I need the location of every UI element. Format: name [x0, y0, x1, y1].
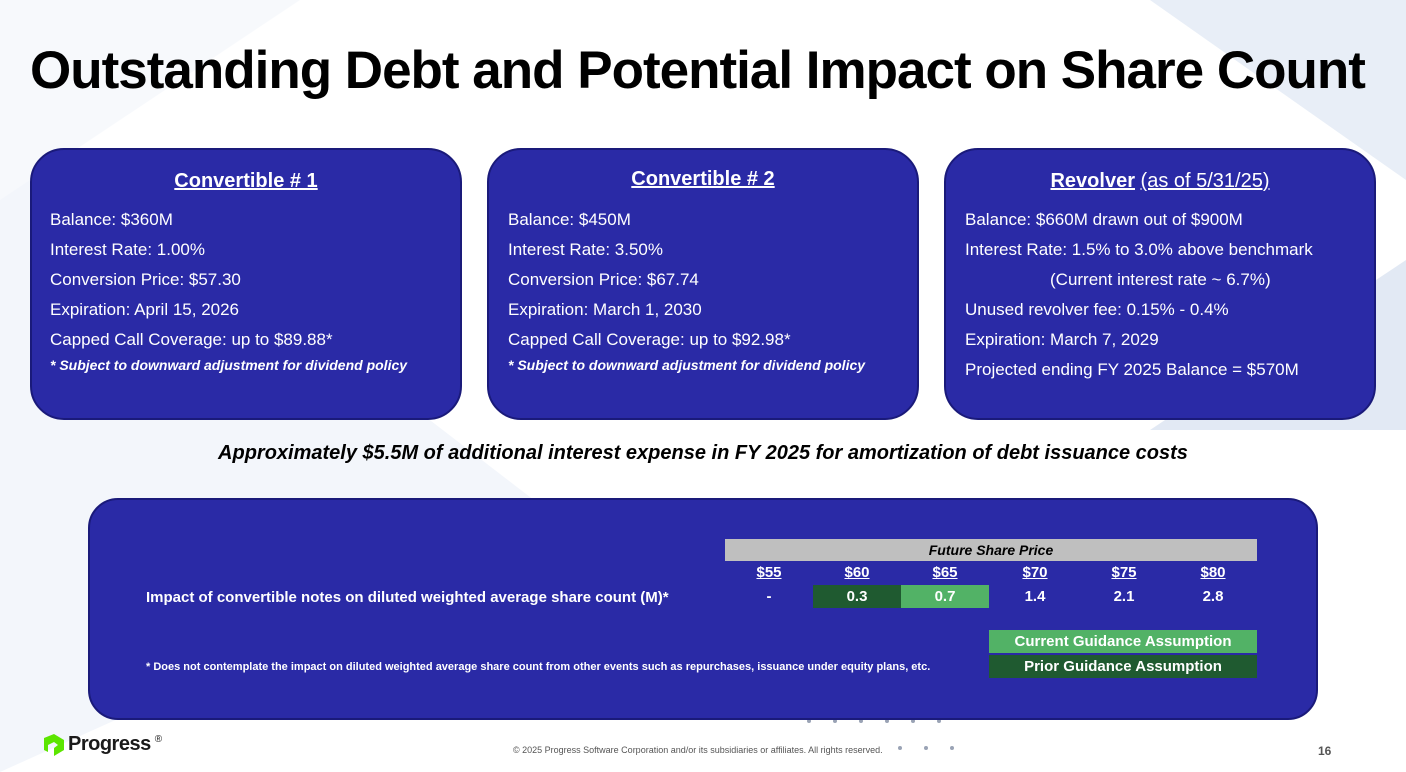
table-footnote: * Does not contemplate the impact on dil…	[146, 661, 931, 673]
current-rate-line: (Current interest rate ~ 6.7%)	[1050, 270, 1271, 289]
impact-value-60: 0.3	[813, 585, 901, 608]
convertible-1-card: Convertible # 1 Balance: $360M Interest …	[30, 148, 462, 420]
conversion-price-line: Conversion Price: $57.30	[50, 270, 241, 289]
impact-value-55: -	[766, 588, 772, 605]
impact-row-label: Impact of convertible notes on diluted w…	[146, 589, 669, 606]
card-note: * Subject to downward adjustment for div…	[508, 357, 866, 373]
unused-fee-line: Unused revolver fee: 0.15% - 0.4%	[965, 300, 1229, 319]
revolver-card: Revolver (as of 5/31/25) Balance: $660M …	[944, 148, 1376, 420]
conversion-price-line: Conversion Price: $67.74	[508, 270, 699, 289]
interest-rate-line: Interest Rate: 3.50%	[508, 240, 663, 259]
impact-value-75: 2.1	[1113, 588, 1135, 605]
price-60: $60	[844, 564, 870, 581]
capped-call-line: Capped Call Coverage: up to $89.88*	[50, 330, 333, 349]
impact-value-70: 1.4	[1024, 588, 1046, 605]
copyright: © 2025 Progress Software Corporation and…	[513, 745, 883, 755]
as-of-date: (as of 5/31/25)	[1140, 170, 1270, 192]
share-impact-panel: Future Share Price $55 $60 $65 $70 $75 $…	[88, 498, 1318, 720]
legend-prior-guidance: Prior Guidance Assumption	[989, 655, 1257, 678]
card-title: Convertible # 2	[631, 168, 775, 190]
price-70: $70	[1022, 564, 1048, 581]
expiration-line: Expiration: March 1, 2030	[508, 300, 702, 319]
balance-line: Balance: $360M	[50, 210, 173, 229]
price-55: $55	[756, 564, 782, 581]
interest-expense-note: Approximately $5.5M of additional intere…	[218, 442, 1188, 464]
impact-value-80: 2.8	[1202, 588, 1224, 605]
card-title: Revolver (as of 5/31/25)	[1050, 170, 1270, 192]
page-title: Outstanding Debt and Potential Impact on…	[30, 41, 1366, 100]
legend-current-guidance: Current Guidance Assumption	[989, 630, 1257, 653]
convertible-2-card: Convertible # 2 Balance: $450M Interest …	[487, 148, 919, 420]
future-share-price-header: Future Share Price	[725, 539, 1257, 561]
capped-call-line: Capped Call Coverage: up to $92.98*	[508, 330, 791, 349]
impact-value-65: 0.7	[901, 585, 989, 608]
page-number: 16	[1318, 744, 1332, 758]
progress-logo-icon	[44, 733, 64, 756]
card-title: Convertible # 1	[174, 170, 318, 192]
price-80: $80	[1200, 564, 1226, 581]
price-65: $65	[932, 564, 958, 581]
interest-rate-line: Interest Rate: 1.5% to 3.0% above benchm…	[965, 240, 1313, 259]
progress-logo: Progress ®	[42, 733, 162, 756]
balance-line: Balance: $660M drawn out of $900M	[965, 210, 1243, 229]
interest-rate-line: Interest Rate: 1.00%	[50, 240, 205, 259]
expiration-line: Expiration: March 7, 2029	[965, 330, 1159, 349]
logo-text: Progress	[68, 733, 151, 755]
decorative-dots	[807, 719, 954, 750]
expiration-line: Expiration: April 15, 2026	[50, 300, 240, 319]
balance-line: Balance: $450M	[508, 210, 631, 229]
projected-balance-line: Projected ending FY 2025 Balance = $570M	[965, 360, 1299, 379]
card-note: * Subject to downward adjustment for div…	[50, 357, 408, 373]
price-75: $75	[1111, 564, 1137, 581]
registered-mark: ®	[154, 734, 163, 745]
